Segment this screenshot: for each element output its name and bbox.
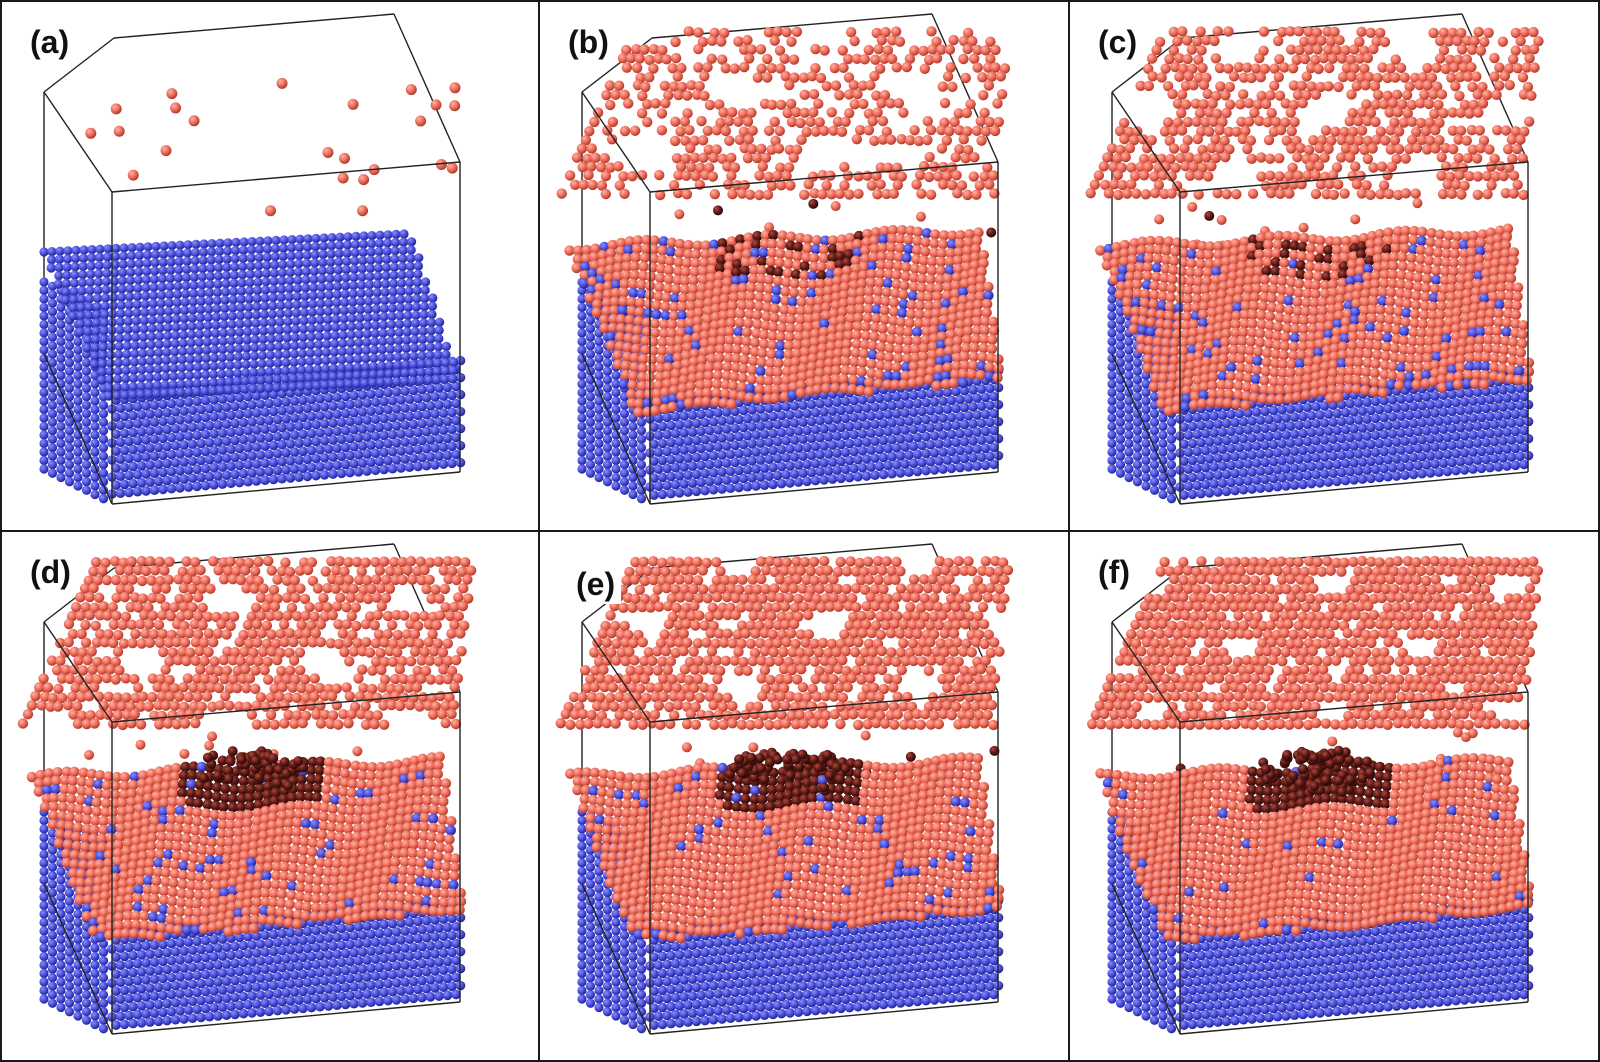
panel-label: (c) — [1092, 22, 1144, 62]
panel-a: (a) — [0, 0, 540, 532]
simulation-render — [556, 13, 1011, 505]
panel-c: (c) — [1068, 0, 1600, 532]
simulation-render — [555, 543, 1014, 1035]
panel-b: (b) — [538, 0, 1070, 532]
panel-d: (d) — [0, 530, 540, 1062]
simulation-render — [1087, 543, 1544, 1035]
simulation-render — [17, 543, 477, 1035]
simulation-render — [39, 13, 466, 505]
panel-label: (a) — [24, 22, 76, 62]
panel-label: (d) — [24, 552, 77, 592]
simulation-render — [1085, 13, 1544, 505]
panel-e: (e) — [538, 530, 1070, 1062]
panel-label: (e) — [570, 564, 622, 604]
panel-label: (b) — [562, 22, 615, 62]
panel-label: (f) — [1092, 552, 1136, 592]
panel-f: (f) — [1068, 530, 1600, 1062]
